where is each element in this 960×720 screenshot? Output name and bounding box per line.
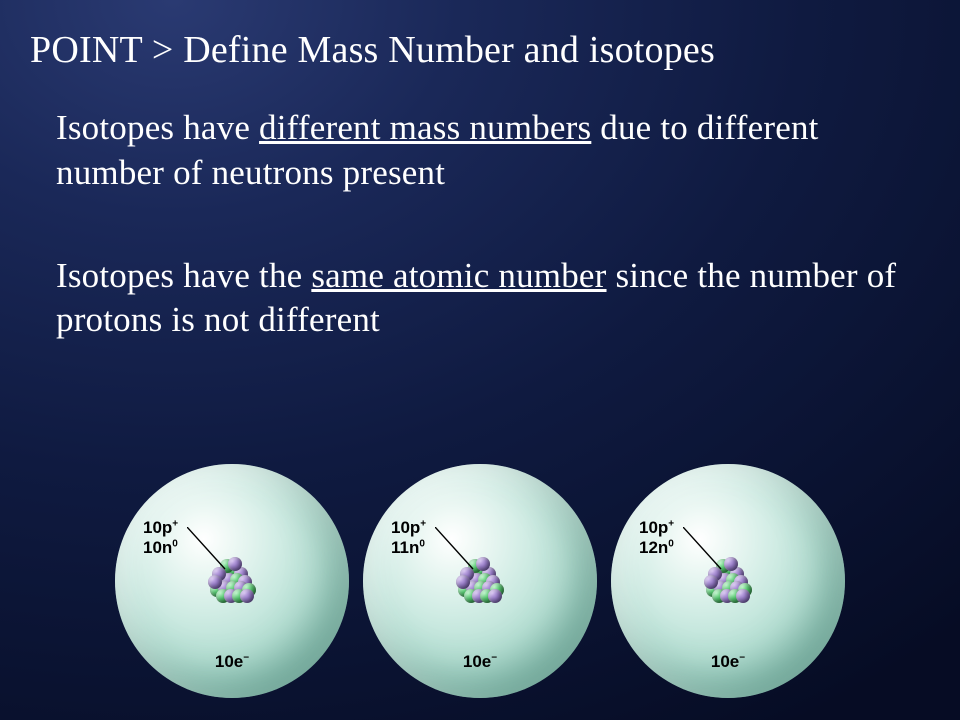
electron-cloud: 10p+10n0 10e− — [115, 464, 349, 698]
pointer-line — [683, 527, 727, 571]
electron-count: 10e− — [215, 652, 249, 672]
neutron-count: 11n0 — [391, 538, 426, 558]
electron-count: 10e− — [711, 652, 745, 672]
proton — [456, 575, 470, 589]
nucleus-label: 10p+10n0 — [143, 518, 178, 559]
proton-count: 10p+ — [391, 518, 426, 538]
para1-lead: Isotopes have — [56, 108, 259, 147]
para2-underline: same atomic number — [311, 256, 606, 295]
proton — [208, 575, 222, 589]
slide: POINT > Define Mass Number and isotopes … — [0, 0, 960, 720]
electron-cloud: 10p+11n0 10e− — [363, 464, 597, 698]
para1-underline: different mass numbers — [259, 108, 591, 147]
nucleus-label: 10p+12n0 — [639, 518, 674, 559]
isotope-diagram-row: 10p+10n010e− 10p+11n010e− 10p+12n010e− — [0, 464, 960, 698]
pointer-line — [187, 527, 231, 571]
atom-1: 10p+10n0 10e− — [115, 464, 349, 698]
nucleus-label: 10p+11n0 — [391, 518, 426, 559]
electron-count: 10e− — [463, 652, 497, 672]
pointer-line — [435, 527, 479, 571]
proton — [736, 589, 750, 603]
proton — [704, 575, 718, 589]
proton-count: 10p+ — [639, 518, 674, 538]
slide-title: POINT > Define Mass Number and isotopes — [30, 28, 930, 72]
paragraph-1: Isotopes have different mass numbers due… — [56, 106, 910, 196]
atom-3: 10p+12n0 10e− — [611, 464, 845, 698]
paragraph-2: Isotopes have the same atomic number sin… — [56, 254, 910, 344]
neutron-count: 12n0 — [639, 538, 674, 558]
atom-2: 10p+11n0 10e− — [363, 464, 597, 698]
neutron-count: 10n0 — [143, 538, 178, 558]
proton-count: 10p+ — [143, 518, 178, 538]
proton — [488, 589, 502, 603]
para2-lead: Isotopes have the — [56, 256, 311, 295]
proton — [240, 589, 254, 603]
electron-cloud: 10p+12n0 10e− — [611, 464, 845, 698]
